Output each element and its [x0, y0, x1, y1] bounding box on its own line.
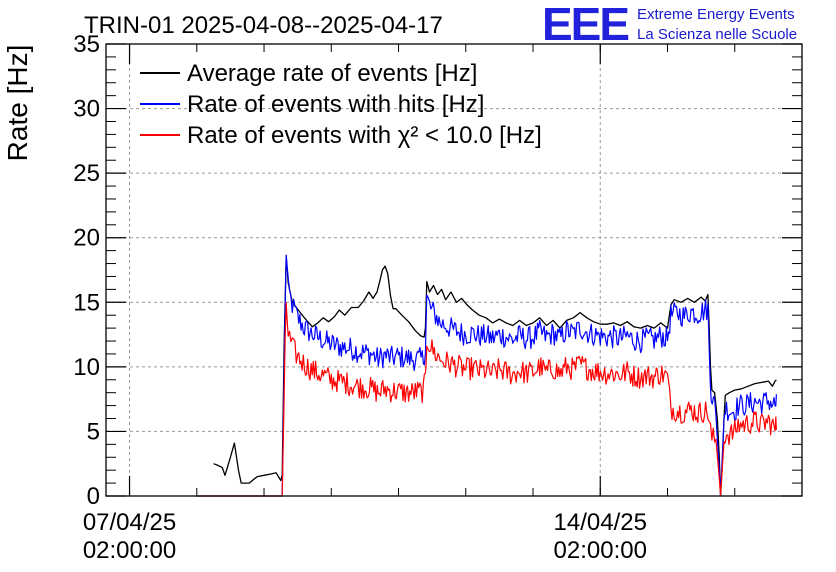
tick-labels: 0510152025303507/04/2502:00:0014/04/2502… [73, 31, 647, 564]
x-tick-label-time: 02:00:00 [83, 537, 176, 564]
series-line-1 [213, 255, 777, 497]
legend: Average rate of events [Hz] Rate of event… [140, 60, 542, 149]
legend-label-1: Average rate of events [Hz] [187, 60, 477, 87]
eee-logo-letters: EEE [542, 0, 628, 50]
y-tick-label: 35 [73, 31, 100, 58]
eee-logo-line1: Extreme Energy Events [637, 6, 795, 23]
x-tick-label-date: 07/04/25 [83, 509, 176, 536]
axis-ticks [106, 43, 803, 497]
y-tick-label: 10 [73, 354, 100, 381]
y-axis-title: Rate [Hz] [2, 45, 33, 162]
grid [106, 44, 802, 496]
y-tick-label: 30 [73, 96, 100, 123]
legend-label-2: Rate of events with hits [Hz] [187, 91, 484, 118]
series-lines [196, 254, 777, 497]
series-line-2 [196, 254, 777, 497]
y-tick-label: 25 [73, 160, 100, 187]
y-tick-label: 20 [73, 225, 100, 252]
eee-logo: EEE Extreme Energy Events La Scienza nel… [542, 0, 797, 50]
y-tick-label: 15 [73, 289, 100, 316]
eee-logo-line2: La Scienza nelle Scuole [637, 26, 797, 43]
legend-label-3: Rate of events with χ² < 10.0 [Hz] [187, 122, 542, 149]
y-tick-label: 0 [87, 483, 100, 510]
x-tick-label-date: 14/04/25 [554, 509, 647, 536]
y-tick-label: 5 [87, 418, 100, 445]
chart-title: TRIN-01 2025-04-08--2025-04-17 [84, 12, 443, 39]
series-line-3 [196, 302, 777, 497]
x-tick-label-time: 02:00:00 [554, 537, 647, 564]
plot-frame [105, 43, 803, 497]
